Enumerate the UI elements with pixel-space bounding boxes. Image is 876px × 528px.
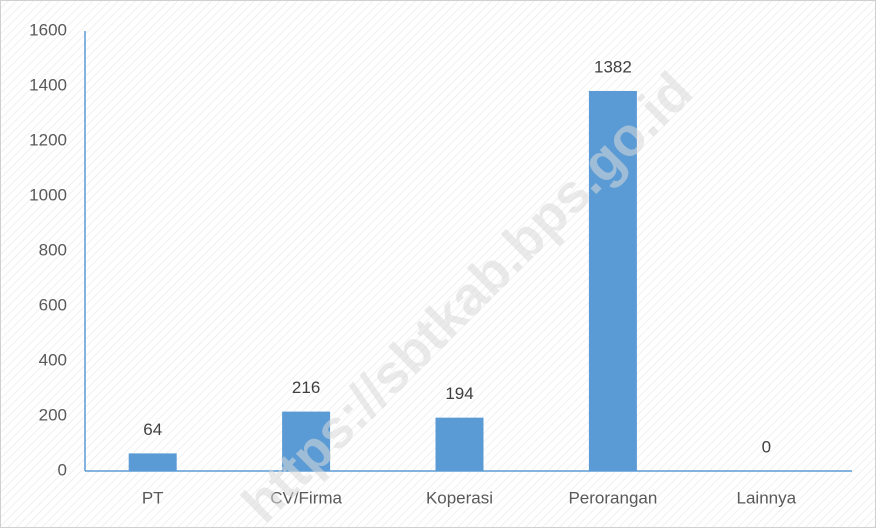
- y-tick-label: 0: [58, 460, 67, 479]
- data-label: 0: [762, 437, 771, 456]
- data-label: 216: [292, 378, 320, 397]
- y-tick-label: 1400: [29, 75, 67, 94]
- x-tick-label: Perorangan: [568, 488, 657, 507]
- bar: [128, 453, 177, 471]
- y-tick-label: 1600: [29, 20, 67, 39]
- y-tick-label: 600: [39, 295, 67, 314]
- data-label: 1382: [594, 57, 632, 76]
- y-tick-label: 800: [39, 240, 67, 259]
- y-tick-label: 1000: [29, 185, 67, 204]
- bar: [588, 90, 637, 471]
- y-tick-label: 200: [39, 405, 67, 424]
- data-label: 64: [143, 420, 162, 439]
- x-tick-label: Lainnya: [737, 488, 797, 507]
- data-label: 194: [445, 384, 473, 403]
- x-tick-label: PT: [142, 488, 164, 507]
- plot-area: 0 200 400 600 800 1000 1200 1400 1600 PT 64 CV/Firm…: [29, 20, 852, 507]
- bar: [282, 411, 331, 471]
- y-tick-label: 400: [39, 350, 67, 369]
- bar: [435, 417, 484, 471]
- x-tick-label: CV/Firma: [270, 488, 342, 507]
- x-tick-label: Koperasi: [426, 488, 493, 507]
- y-tick-label: 1200: [29, 130, 67, 149]
